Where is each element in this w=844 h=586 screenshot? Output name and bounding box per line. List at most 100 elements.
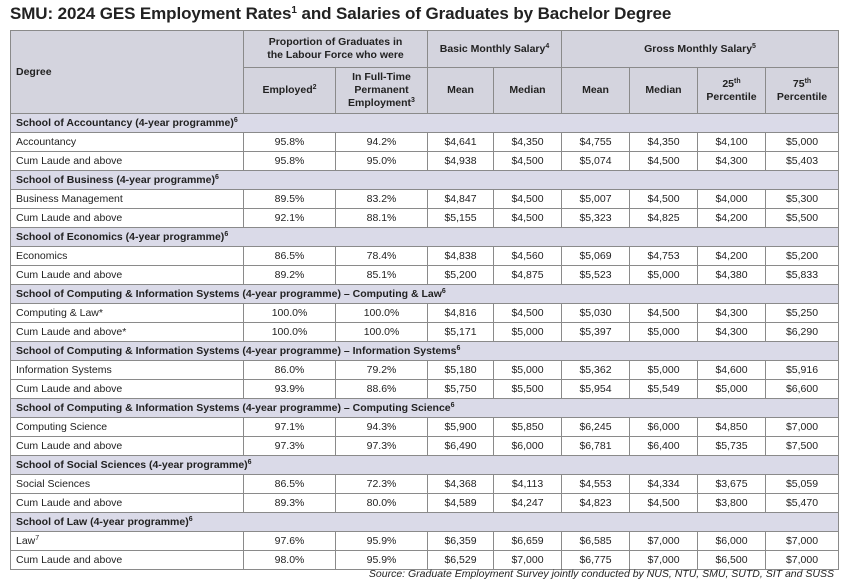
p75-cell: $5,470 bbox=[764, 493, 840, 513]
gross-mean-header: Mean bbox=[561, 67, 630, 114]
employed-cell: 89.5% bbox=[243, 189, 336, 209]
p75-cell: $7,000 bbox=[764, 417, 840, 437]
employed-cell: 86.5% bbox=[243, 474, 336, 494]
gross-median-cell: $4,500 bbox=[629, 151, 698, 171]
basic-median-cell: $4,875 bbox=[493, 265, 562, 285]
p75-cell: $5,500 bbox=[764, 208, 840, 228]
p25-cell: $5,000 bbox=[697, 379, 766, 399]
employed-cell: 100.0% bbox=[243, 303, 336, 323]
degree-cell: Cum Laude and above bbox=[10, 379, 244, 399]
fulltime-cell: 85.1% bbox=[335, 265, 428, 285]
basic-mean-cell: $4,589 bbox=[427, 493, 494, 513]
p25-cell: $4,600 bbox=[697, 360, 766, 380]
section-row: School of Computing & Information System… bbox=[9, 284, 840, 304]
employment-table: Degree Proportion of Graduates in the Lab… bbox=[9, 30, 840, 570]
gross-mean-cell: $5,523 bbox=[561, 265, 630, 285]
section-row: School of Business (4-year programme)6 bbox=[9, 170, 840, 190]
gross-mean-cell: $4,823 bbox=[561, 493, 630, 513]
basic-salary-header: Basic Monthly Salary4 bbox=[427, 30, 562, 68]
basic-median-cell: $5,000 bbox=[493, 360, 562, 380]
p75-header: 75th Percentile bbox=[764, 67, 840, 114]
fulltime-cell: 88.1% bbox=[335, 208, 428, 228]
gross-median-cell: $5,000 bbox=[629, 360, 698, 380]
employed-cell: 97.6% bbox=[243, 531, 336, 551]
p75-cell: $5,059 bbox=[764, 474, 840, 494]
p75-cell: $7,500 bbox=[764, 436, 840, 456]
fulltime-cell: 88.6% bbox=[335, 379, 428, 399]
p25-header: 25th Percentile bbox=[697, 67, 766, 114]
employed-cell: 97.1% bbox=[243, 417, 336, 437]
p75-cell: $5,250 bbox=[764, 303, 840, 323]
fulltime-cell: 95.9% bbox=[335, 550, 428, 570]
section-row: School of Computing & Information System… bbox=[9, 398, 840, 418]
gross-median-cell: $7,000 bbox=[629, 550, 698, 570]
section-row: School of Economics (4-year programme)6 bbox=[9, 227, 840, 247]
p75-cell: $7,000 bbox=[764, 531, 840, 551]
basic-median-cell: $5,500 bbox=[493, 379, 562, 399]
basic-mean-cell: $4,838 bbox=[427, 246, 494, 266]
basic-mean-cell: $4,816 bbox=[427, 303, 494, 323]
employed-header: Employed2 bbox=[243, 67, 336, 114]
degree-cell: Cum Laude and above bbox=[10, 151, 244, 171]
gross-salary-header: Gross Monthly Salary5 bbox=[560, 30, 840, 68]
p25-cell: $3,675 bbox=[697, 474, 766, 494]
degree-cell: Social Sciences bbox=[10, 474, 244, 494]
gross-mean-cell: $5,954 bbox=[561, 379, 630, 399]
employed-cell: 95.8% bbox=[243, 132, 336, 152]
table-row: Cum Laude and above* 100.0% 100.0% $5,171 $5… bbox=[10, 322, 840, 342]
gross-mean-cell: $6,245 bbox=[561, 417, 630, 437]
basic-mean-cell: $4,938 bbox=[427, 151, 494, 171]
employed-cell: 100.0% bbox=[243, 322, 336, 342]
degree-cell: Cum Laude and above bbox=[10, 436, 244, 456]
fulltime-cell: 78.4% bbox=[335, 246, 428, 266]
degree-cell: Cum Laude and above bbox=[10, 265, 244, 285]
basic-mean-header: Mean bbox=[427, 67, 494, 114]
fulltime-cell: 95.9% bbox=[335, 531, 428, 551]
basic-mean-cell: $6,490 bbox=[427, 436, 494, 456]
table-row: Accountancy 95.8% 94.2% $4,641 $4,350 $4,755 $… bbox=[10, 132, 840, 152]
gross-mean-cell: $5,030 bbox=[561, 303, 630, 323]
p25-cell: $4,100 bbox=[697, 132, 766, 152]
gross-mean-cell: $4,553 bbox=[561, 474, 630, 494]
degree-cell: Accountancy bbox=[10, 132, 244, 152]
basic-mean-cell: $5,171 bbox=[427, 322, 494, 342]
basic-mean-cell: $5,200 bbox=[427, 265, 494, 285]
gross-median-cell: $5,000 bbox=[629, 322, 698, 342]
section-row: School of Social Sciences (4-year progra… bbox=[9, 455, 840, 475]
p25-cell: $5,735 bbox=[697, 436, 766, 456]
gross-mean-cell: $5,323 bbox=[561, 208, 630, 228]
basic-mean-cell: $5,900 bbox=[427, 417, 494, 437]
p75-cell: $6,600 bbox=[764, 379, 840, 399]
table-row: Cum Laude and above 92.1% 88.1% $5,155 $4,50… bbox=[10, 208, 840, 228]
section-row: School of Law (4-year programme)6 bbox=[9, 512, 840, 532]
table-row: Information Systems 86.0% 79.2% $5,180 $5,00… bbox=[10, 360, 840, 380]
gross-median-cell: $4,825 bbox=[629, 208, 698, 228]
fulltime-cell: 100.0% bbox=[335, 303, 428, 323]
p75-cell: $5,403 bbox=[764, 151, 840, 171]
basic-median-cell: $4,560 bbox=[493, 246, 562, 266]
gross-mean-cell: $5,069 bbox=[561, 246, 630, 266]
gross-median-cell: $7,000 bbox=[629, 531, 698, 551]
basic-median-cell: $5,000 bbox=[493, 322, 562, 342]
gross-mean-cell: $5,362 bbox=[561, 360, 630, 380]
degree-cell: Business Management bbox=[10, 189, 244, 209]
basic-median-cell: $4,350 bbox=[493, 132, 562, 152]
basic-median-cell: $7,000 bbox=[493, 550, 562, 570]
p75-cell: $5,833 bbox=[764, 265, 840, 285]
p25-cell: $4,200 bbox=[697, 246, 766, 266]
basic-mean-cell: $6,529 bbox=[427, 550, 494, 570]
basic-median-cell: $6,659 bbox=[493, 531, 562, 551]
p25-cell: $6,500 bbox=[697, 550, 766, 570]
degree-cell: Computing Science bbox=[10, 417, 244, 437]
basic-median-cell: $4,500 bbox=[493, 303, 562, 323]
basic-median-cell: $4,247 bbox=[493, 493, 562, 513]
basic-mean-cell: $5,155 bbox=[427, 208, 494, 228]
p75-cell: $5,200 bbox=[764, 246, 840, 266]
employed-cell: 95.8% bbox=[243, 151, 336, 171]
gross-median-cell: $4,500 bbox=[629, 303, 698, 323]
p25-cell: $6,000 bbox=[697, 531, 766, 551]
gross-median-header: Median bbox=[629, 67, 698, 114]
p25-cell: $4,200 bbox=[697, 208, 766, 228]
table-row: Cum Laude and above 89.3% 80.0% $4,589 $4,24… bbox=[10, 493, 840, 513]
table-row: Cum Laude and above 98.0% 95.9% $6,529 $7,00… bbox=[10, 550, 840, 570]
